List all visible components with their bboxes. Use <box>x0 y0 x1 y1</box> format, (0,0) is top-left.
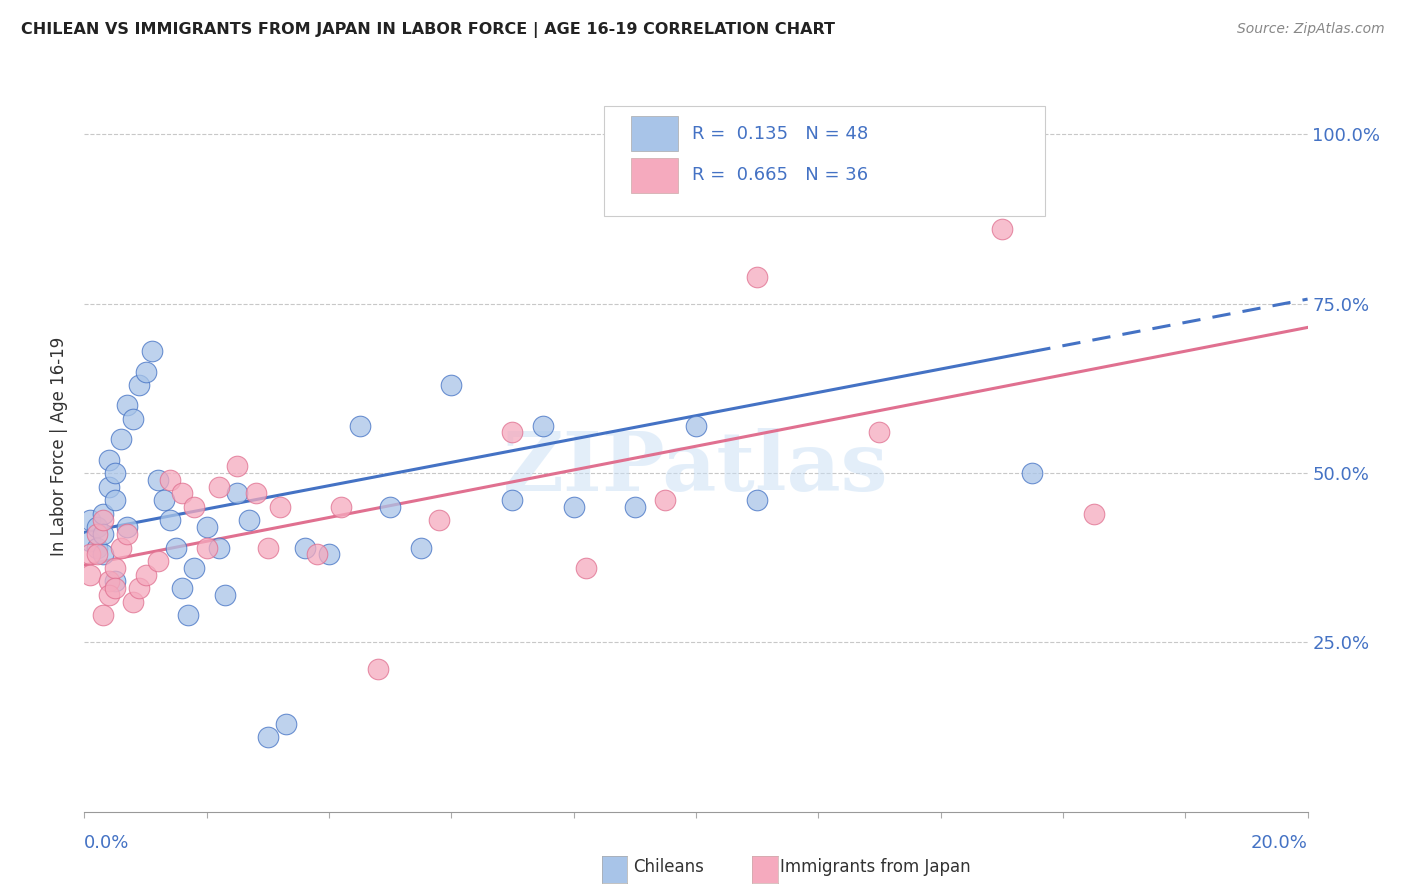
Immigrants from Japan <box>86 547 108 561</box>
Immigrants from Japan <box>86 527 108 541</box>
Text: CHILEAN VS IMMIGRANTS FROM JAPAN IN LABOR FORCE | AGE 16-19 CORRELATION CHART: CHILEAN VS IMMIGRANTS FROM JAPAN IN LABO… <box>21 22 835 38</box>
Immigrants from Japan <box>305 547 328 561</box>
Chileans <box>91 507 114 521</box>
Chileans <box>747 493 769 508</box>
Immigrants from Japan <box>269 500 291 514</box>
Chileans <box>276 716 298 731</box>
Chileans <box>1021 466 1043 480</box>
Text: R =  0.135   N = 48: R = 0.135 N = 48 <box>692 125 869 143</box>
Chileans <box>172 581 194 595</box>
Immigrants from Japan <box>245 486 267 500</box>
Immigrants from Japan <box>367 663 389 677</box>
Chileans <box>79 533 101 548</box>
Immigrants from Japan <box>502 425 524 440</box>
Chileans <box>294 541 316 555</box>
Chileans <box>226 486 249 500</box>
Chileans <box>177 608 200 623</box>
Immigrants from Japan <box>146 554 169 568</box>
Chileans <box>159 514 181 528</box>
Immigrants from Japan <box>122 595 145 609</box>
Chileans <box>153 493 176 508</box>
Chileans <box>104 493 127 508</box>
Chileans <box>440 378 463 392</box>
Chileans <box>165 541 187 555</box>
Immigrants from Japan <box>330 500 353 514</box>
Bar <box>631 158 678 193</box>
Immigrants from Japan <box>135 567 157 582</box>
Text: 0.0%: 0.0% <box>84 834 129 852</box>
Chileans <box>807 128 830 142</box>
Immigrants from Japan <box>104 561 127 575</box>
Immigrants from Japan <box>183 500 205 514</box>
Chileans <box>91 547 114 561</box>
Chileans <box>195 520 218 534</box>
Chileans <box>183 561 205 575</box>
Chileans <box>531 418 554 433</box>
Immigrants from Japan <box>104 581 127 595</box>
Chileans <box>214 588 236 602</box>
Immigrants from Japan <box>79 567 101 582</box>
Immigrants from Japan <box>991 222 1014 236</box>
Text: R =  0.665   N = 36: R = 0.665 N = 36 <box>692 167 869 185</box>
Chileans <box>115 520 138 534</box>
Chileans <box>104 574 127 589</box>
Chileans <box>349 418 371 433</box>
Immigrants from Japan <box>747 269 769 284</box>
Immigrants from Japan <box>257 541 280 555</box>
Immigrants from Japan <box>172 486 194 500</box>
Chileans <box>110 432 132 446</box>
Immigrants from Japan <box>91 514 114 528</box>
Chileans <box>86 520 108 534</box>
Text: Chileans: Chileans <box>633 858 703 876</box>
Immigrants from Japan <box>159 473 181 487</box>
Immigrants from Japan <box>97 588 120 602</box>
Immigrants from Japan <box>208 480 231 494</box>
Immigrants from Japan <box>575 561 598 575</box>
Chileans <box>409 541 432 555</box>
Chileans <box>122 412 145 426</box>
FancyBboxPatch shape <box>605 106 1045 216</box>
Chileans <box>208 541 231 555</box>
Chileans <box>115 398 138 412</box>
Text: Source: ZipAtlas.com: Source: ZipAtlas.com <box>1237 22 1385 37</box>
Immigrants from Japan <box>427 514 450 528</box>
Chileans <box>141 344 163 359</box>
Chileans <box>91 527 114 541</box>
Chileans <box>238 514 260 528</box>
Immigrants from Japan <box>1083 507 1105 521</box>
Chileans <box>79 514 101 528</box>
Chileans <box>86 541 108 555</box>
Immigrants from Japan <box>226 459 249 474</box>
Text: ZIPatlas: ZIPatlas <box>503 428 889 508</box>
Immigrants from Japan <box>869 425 891 440</box>
Chileans <box>685 418 707 433</box>
Chileans <box>502 493 524 508</box>
Immigrants from Japan <box>97 574 120 589</box>
Chileans <box>380 500 402 514</box>
Bar <box>631 116 678 152</box>
Immigrants from Japan <box>654 493 676 508</box>
Chileans <box>97 452 120 467</box>
Chileans <box>562 500 585 514</box>
Immigrants from Japan <box>110 541 132 555</box>
Chileans <box>318 547 340 561</box>
Chileans <box>128 378 150 392</box>
Chileans <box>135 364 157 378</box>
Y-axis label: In Labor Force | Age 16-19: In Labor Force | Age 16-19 <box>51 336 69 556</box>
Text: 20.0%: 20.0% <box>1251 834 1308 852</box>
Text: Immigrants from Japan: Immigrants from Japan <box>780 858 972 876</box>
Immigrants from Japan <box>128 581 150 595</box>
Immigrants from Japan <box>79 547 101 561</box>
Immigrants from Japan <box>195 541 218 555</box>
Chileans <box>624 500 647 514</box>
Immigrants from Japan <box>91 608 114 623</box>
Chileans <box>97 480 120 494</box>
Chileans <box>146 473 169 487</box>
Chileans <box>104 466 127 480</box>
Chileans <box>929 128 952 142</box>
Immigrants from Japan <box>115 527 138 541</box>
Chileans <box>257 730 280 744</box>
